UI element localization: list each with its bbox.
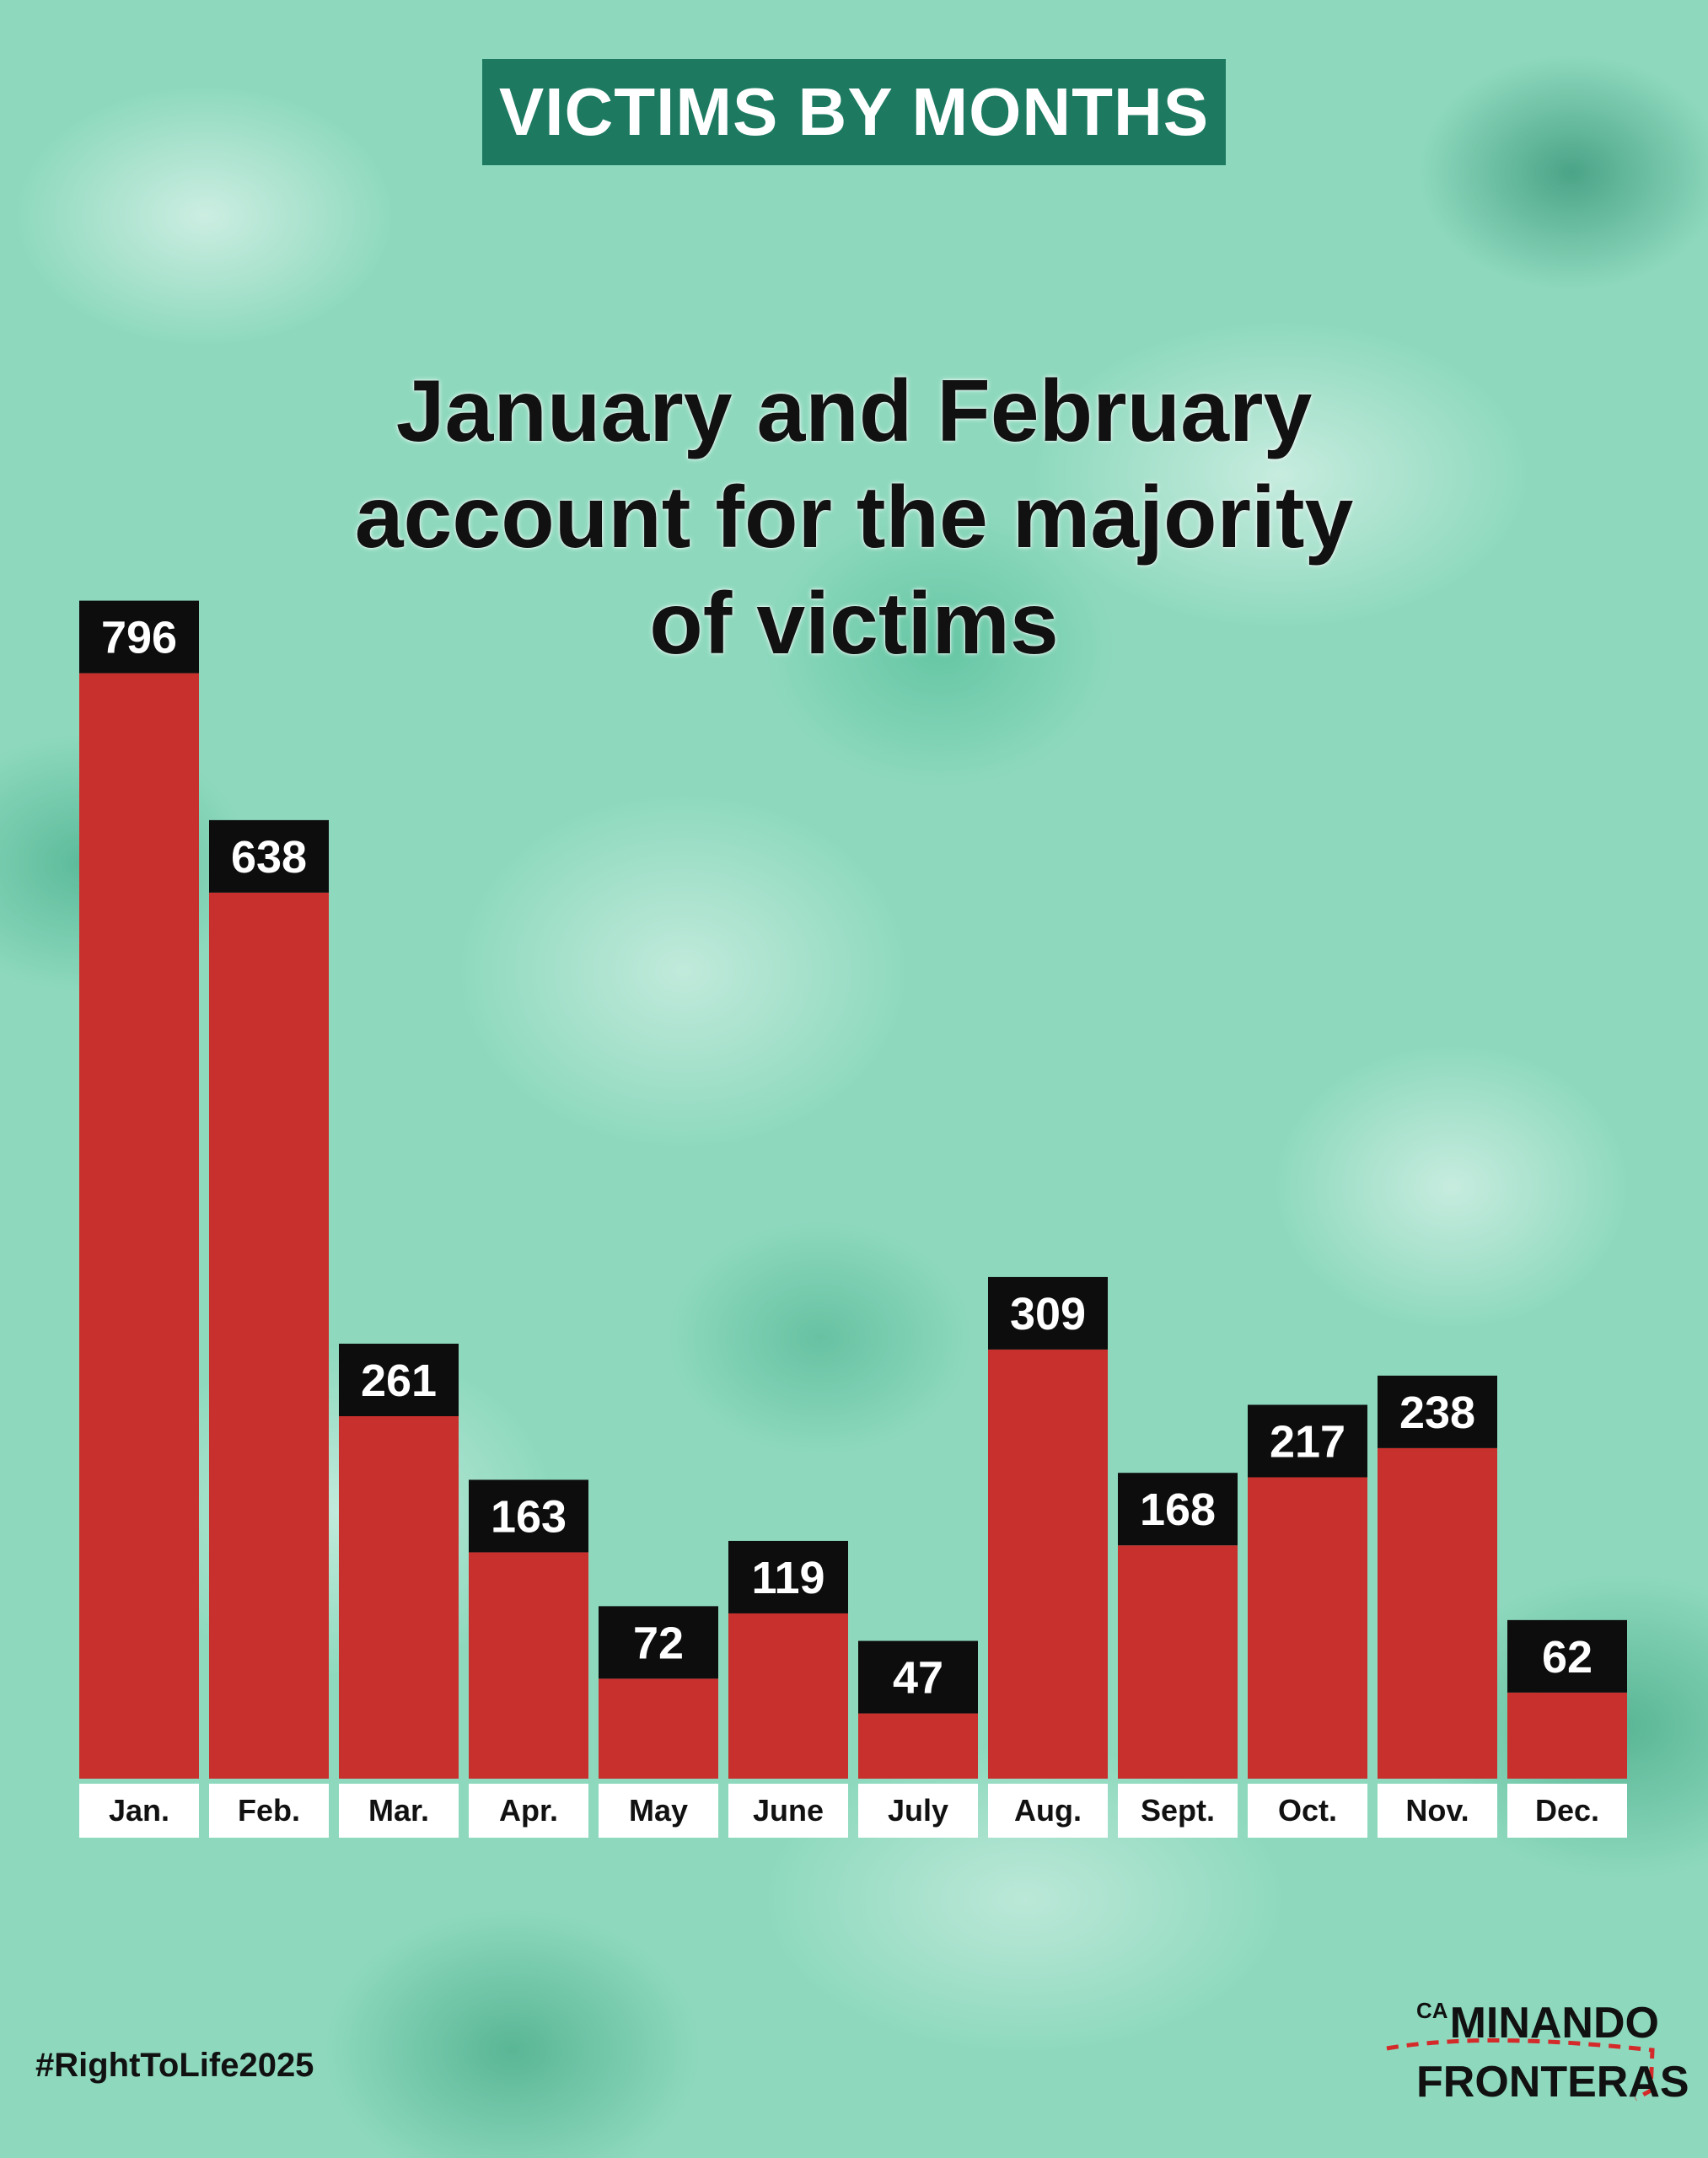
data-label: 72 — [633, 1618, 684, 1668]
bar — [1248, 1477, 1367, 1779]
title-banner: VICTIMS BY MONTHS — [482, 59, 1226, 165]
category-label-box — [209, 1784, 329, 1838]
subtitle-line-1: January and February — [395, 362, 1313, 460]
logo-prefix: CA — [1416, 1998, 1448, 2023]
bar — [988, 1349, 1108, 1779]
data-label: 217 — [1270, 1416, 1345, 1467]
data-label-box — [1507, 1619, 1627, 1693]
x-tick-label: Apr. — [499, 1793, 558, 1828]
bar — [469, 1552, 588, 1779]
data-label: 119 — [751, 1553, 824, 1603]
data-label: 261 — [361, 1355, 437, 1406]
data-label: 796 — [101, 613, 177, 663]
x-tick-label: July — [888, 1793, 948, 1828]
data-label: 62 — [1542, 1632, 1593, 1683]
bar — [209, 892, 329, 1779]
logo-word-1: MINANDO — [1449, 1999, 1659, 2048]
bar — [858, 1713, 978, 1779]
data-label: 168 — [1140, 1484, 1216, 1535]
bar — [1507, 1692, 1627, 1779]
data-label-box — [339, 1344, 459, 1417]
data-label-box — [1118, 1473, 1238, 1546]
x-tick-label: May — [629, 1793, 688, 1828]
x-tick-label: Jan. — [109, 1793, 169, 1828]
data-label: 309 — [1010, 1289, 1086, 1339]
data-label: 238 — [1399, 1388, 1475, 1438]
data-label-box — [599, 1606, 718, 1679]
category-label-box — [469, 1784, 588, 1838]
x-tick-label: Mar. — [368, 1793, 429, 1828]
data-label-box — [209, 819, 329, 893]
logo-word-2: FRONTERAS — [1416, 2058, 1689, 2107]
bar — [79, 673, 199, 1779]
data-label-box — [1378, 1375, 1497, 1448]
subtitle-line-3: of victims — [649, 575, 1059, 673]
category-label-box — [1118, 1784, 1238, 1838]
hashtag: #RightToLife2025 — [35, 2047, 314, 2084]
data-label-box — [728, 1540, 848, 1613]
data-label-box — [988, 1276, 1108, 1350]
caminando-fronteras-logo: CAMINANDO FRONTERAS — [1383, 1998, 1689, 2141]
chart-title: VICTIMS BY MONTHS — [498, 74, 1210, 149]
category-label-box — [988, 1784, 1108, 1838]
category-label-box — [728, 1784, 848, 1838]
data-label-box — [858, 1640, 978, 1714]
category-label-box — [1378, 1784, 1497, 1838]
logo-dashes-graphic — [1386, 2038, 1655, 2102]
category-label-box — [339, 1784, 459, 1838]
chart-subtitle: January and February account for the maj… — [278, 358, 1430, 677]
category-label-box — [79, 1784, 199, 1838]
x-tick-label: Dec. — [1535, 1793, 1599, 1828]
category-label-box — [858, 1784, 978, 1838]
data-label: 47 — [893, 1653, 943, 1704]
category-label-box — [1248, 1784, 1367, 1838]
x-tick-label: Nov. — [1405, 1793, 1469, 1828]
logo-line-1: CAMINANDO — [1416, 1998, 1659, 2048]
bar — [339, 1416, 459, 1779]
x-tick-label: Feb. — [238, 1793, 300, 1828]
category-label-box — [599, 1784, 718, 1838]
x-tick-label: Oct. — [1278, 1793, 1337, 1828]
data-label-box — [469, 1479, 588, 1553]
data-label-box — [79, 600, 199, 674]
x-tick-label: June — [753, 1793, 824, 1828]
bar — [1378, 1447, 1497, 1779]
category-label-box — [1507, 1784, 1627, 1838]
bar — [1118, 1545, 1238, 1779]
data-label: 163 — [491, 1491, 567, 1542]
x-tick-label: Sept. — [1141, 1793, 1215, 1828]
data-label: 638 — [231, 832, 307, 883]
data-label-box — [1248, 1404, 1367, 1478]
bar — [728, 1613, 848, 1779]
bar — [599, 1678, 718, 1779]
subtitle-line-2: account for the majority — [354, 469, 1354, 566]
x-tick-label: Aug. — [1014, 1793, 1082, 1828]
